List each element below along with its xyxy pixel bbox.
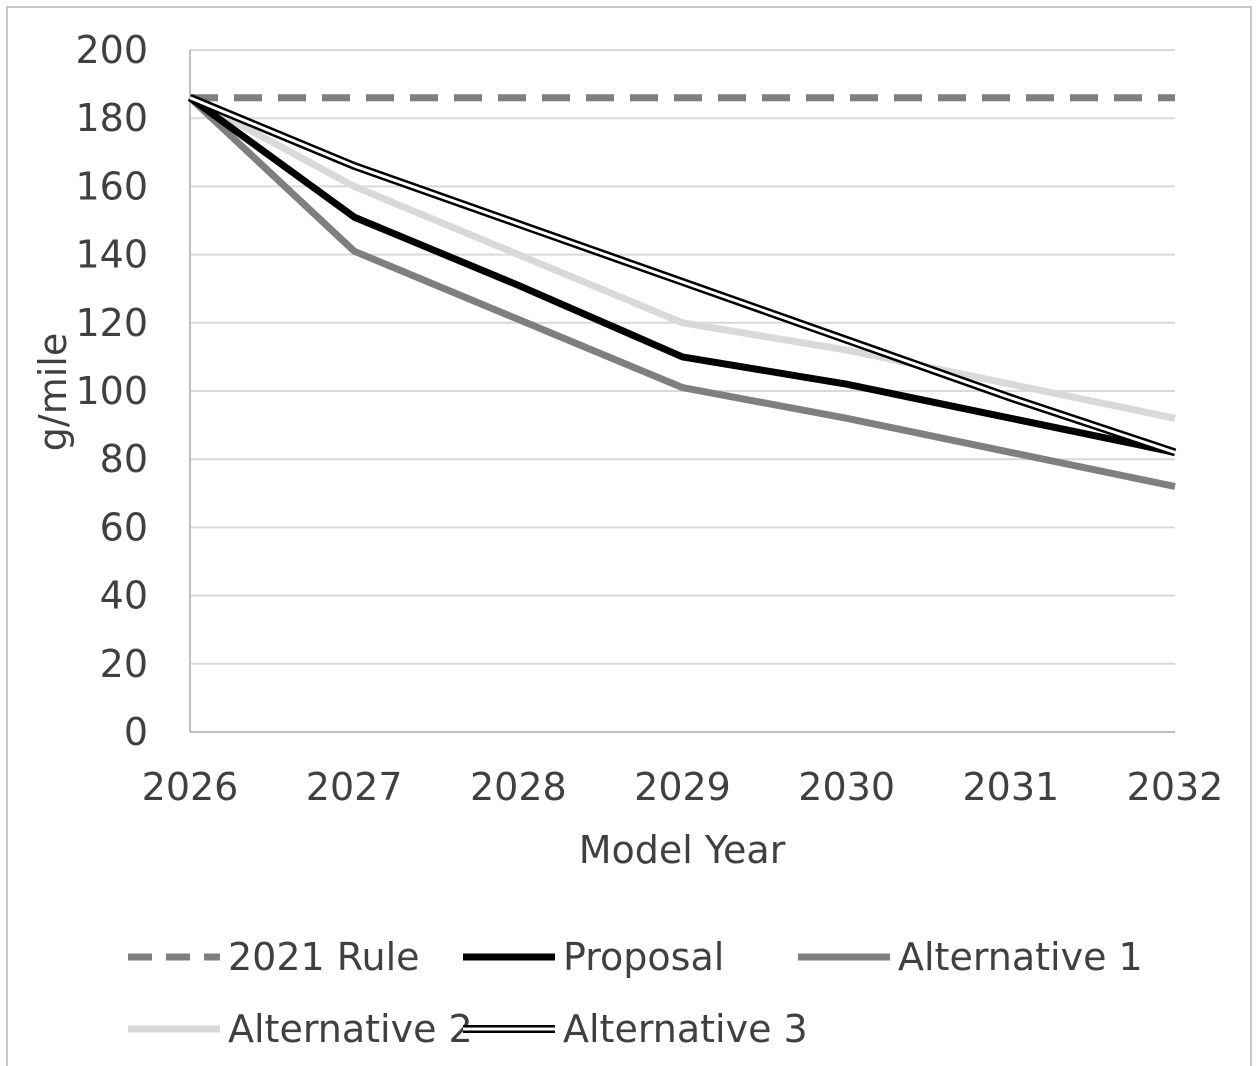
y-tick-label: 0 [124, 710, 148, 754]
y-tick-label: 160 [75, 164, 148, 208]
legend-item: Alternative 3 [463, 1007, 808, 1051]
x-tick-label: 2029 [634, 765, 731, 809]
legend-label: 2021 Rule [228, 935, 420, 979]
legend: 2021 Rule Proposal Alternative 1 Alternativ… [128, 935, 1143, 1051]
series-line [188, 94, 1177, 457]
legend-label: Alternative 2 [228, 1007, 473, 1051]
legend-item: Alternative 2 [128, 1007, 473, 1051]
x-tick-label: 2031 [962, 765, 1059, 809]
y-tick-label: 40 [100, 574, 148, 618]
x-tick-label: 2030 [798, 765, 895, 809]
x-tick-label: 2032 [1127, 765, 1224, 809]
series-proposal [187, 94, 1176, 456]
legend-label: Proposal [563, 935, 724, 979]
series-alternative-2 [188, 94, 1176, 422]
x-tick-label: 2028 [470, 765, 567, 809]
x-tick-label: 2026 [142, 765, 239, 809]
y-tick-label: 180 [75, 96, 148, 140]
y-tick-label: 100 [75, 369, 148, 413]
legend-item: Proposal [463, 935, 724, 979]
series-line [188, 94, 1176, 422]
series-line [187, 95, 1176, 490]
x-tick-label: 2027 [306, 765, 403, 809]
legend-label: Alternative 1 [898, 935, 1143, 979]
x-axis-title: Model Year [579, 828, 786, 872]
series-line [189, 96, 1176, 454]
x-tick-labels: 2026 2027 2028 2029 2030 2031 2032 [142, 765, 1224, 809]
y-axis-title: g/mile [31, 333, 75, 451]
y-tick-label: 200 [75, 28, 148, 72]
y-tick-label: 20 [100, 642, 148, 686]
chart-frame [6, 6, 1252, 1066]
legend-item: Alternative 1 [798, 935, 1143, 979]
y-tick-label: 60 [100, 505, 148, 549]
series-alternative-3 [188, 94, 1177, 457]
y-tick-labels: 0 20 40 60 80 100 120 140 160 180 200 [75, 28, 148, 754]
legend-item: 2021 Rule [128, 935, 420, 979]
series-lines [187, 94, 1177, 490]
y-tick-label: 120 [75, 301, 148, 345]
legend-label: Alternative 3 [563, 1007, 808, 1051]
series-alternative-1 [187, 95, 1176, 490]
series-line [187, 94, 1176, 456]
y-tick-label: 80 [100, 437, 148, 481]
y-tick-label: 140 [75, 233, 148, 277]
